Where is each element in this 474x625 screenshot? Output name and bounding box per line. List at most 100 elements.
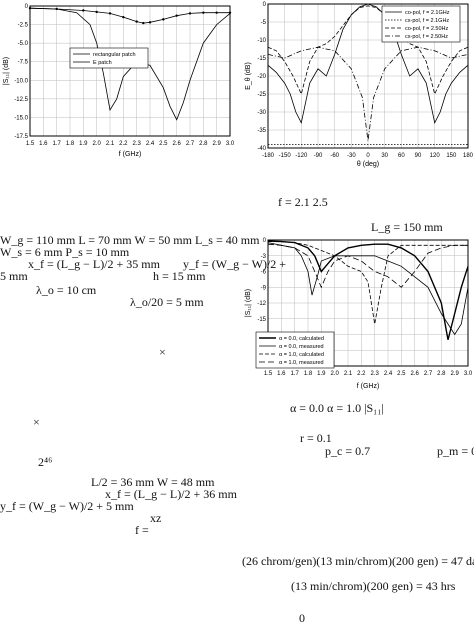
legend-label: cx-pol, f = 2.50Hz [405,34,448,40]
x-tick-label: 120 [430,153,441,159]
series-line [267,46,469,141]
y-tick-label: -10.0 [14,78,28,84]
x-tick-label: 2.5 [397,371,406,377]
x-tick-label: -30 [347,153,356,159]
data-point [215,11,218,14]
data-point [202,11,205,14]
legend-label: α = 0.0, measured [279,344,324,350]
legend-label: co-pol, f = 2.50Hz [405,26,449,32]
x-tick-label: 2.7 [186,141,195,147]
y-tick-label: -15 [257,317,266,323]
x-tick-label: 180 [463,153,474,159]
x-tick-label: 30 [381,153,388,159]
y-tick-label: -5.0 [18,41,29,47]
x-tick-label: 2.8 [437,371,446,377]
x-tick-label: -120 [295,153,308,159]
data-point [135,20,138,23]
y-tick-label: -15 [257,56,266,62]
legend: rectangular patch E patch [69,47,149,69]
series-line [267,242,469,336]
y-tick-label: -9 [261,285,267,291]
x-tick-label: 2.3 [132,141,141,147]
text-fragment-t23: (26 chrom/gen)(13 min/chrom)(200 gen) = … [242,554,474,568]
text-fragment-t11: × [159,345,166,359]
data-point [175,14,178,17]
text-fragment-t22: f = [135,523,149,537]
x-tick-label: 2.8 [199,141,208,147]
x-tick-label: 2.9 [450,371,459,377]
y-tick-label: -40 [257,146,266,152]
x-tick-label: 1.9 [317,371,326,377]
series-line [267,3,469,124]
y-axis-label: |S₁₁| (dB) [245,289,252,317]
x-tick-label: 0 [366,153,370,159]
x-tick-label: 1.7 [290,371,299,377]
text-fragment-t14: r = 0.1 [300,431,332,445]
x-tick-label: -150 [279,153,292,159]
x-tick-label: 2.1 [106,141,115,147]
x-tick-label: 2.9 [212,141,221,147]
data-point [122,15,125,19]
text-fragment-t20: y_f = (W_g − W)/2 + 5 mm [0,499,134,513]
x-tick-label: 1.7 [52,141,61,147]
legend-box [69,47,149,69]
series-line [267,5,469,96]
text-fragment-t5: x_f = (L_g − L)/2 + 35 mm [28,257,160,271]
x-tick-label: 3.0 [464,371,473,377]
x-tick-label: 150 [446,153,457,159]
text-fragment-t12: × [33,415,40,429]
chart-s11-alpha-comparison: 1.5 1.6 1.7 1.8 1.9 2.0 2.1 2.2 2.3 2.4 2.5 2.6 2.7 2… [245,238,473,390]
x-axis-label: f (GHz) [357,383,380,390]
x-tick-label: 2.4 [384,371,393,377]
plot-frame [267,239,469,367]
y-tick-label: -17.5 [14,134,28,140]
text-fragment-t9: λ_o = 10 cm [36,283,97,297]
y-tick-label: -35 [257,128,266,134]
text-fragment-t1: f = 2.1 2.5 [278,195,328,209]
x-tick-label: 2.0 [330,371,339,377]
grid [29,5,231,137]
x-tick-label: 1.6 [39,141,48,147]
text-fragment-t6: y_f = (W_g − W)/2 + [183,257,287,271]
text-fragment-t7: 5 mm [0,269,28,283]
y-tick-label: -12 [257,301,266,307]
x-tick-label: 1.8 [304,371,313,377]
y-tick-label: 0 [263,238,267,244]
x-tick-label: 2.2 [119,141,128,147]
legend-label: α = 1.0, measured [279,360,324,366]
series-line [29,7,230,24]
x-tick-label: 2.2 [357,371,366,377]
text-fragment-t3: W_g = 110 mm L = 70 mm W = 50 mm L_s = 4… [0,233,260,247]
x-tick-label: 90 [415,153,422,159]
x-tick-label: 1.9 [79,141,88,147]
text-fragment-t17: 2⁴⁶ [38,455,53,469]
legend-label: rectangular patch [93,52,136,58]
data-point [108,12,112,15]
series-line [267,240,469,340]
text-fragment-t24: (13 min/chrom)(200 gen) = 43 hrs [291,579,456,593]
x-tick-label: 1.5 [26,141,35,147]
x-tick-label: 1.5 [264,371,273,377]
x-tick-label: -60 [330,153,339,159]
legend: co-pol, f = 2.1GHz cx-pol, f = 2.1GHz co-p… [381,5,461,43]
x-tick-label: 2.6 [172,141,181,147]
y-tick-label: -15.0 [14,115,28,121]
y-tick-label: -7.5 [18,60,29,66]
y-tick-label: -30 [257,110,266,116]
y-tick-label: -12.5 [14,97,28,103]
data-point [228,11,232,14]
x-tick-label: 2.6 [410,371,419,377]
text-fragment-t2: L_g = 150 mm [371,220,443,234]
x-tick-label: 2.3 [370,371,379,377]
x-tick-label: -90 [314,153,323,159]
x-tick-label: 2.0 [92,141,101,147]
y-tick-label: -2.5 [18,23,29,29]
x-tick-label: 1.8 [66,141,75,147]
x-tick-label: 2.1 [344,371,353,377]
text-fragment-t21: xz [150,511,162,525]
text-fragment-t25: 0 [299,611,305,625]
legend-label: α = 1.0, calculated [279,352,324,358]
data-point [95,10,98,14]
legend-label: cx-pol, f = 2.1GHz [405,18,449,24]
x-tick-label: 2.7 [424,371,433,377]
